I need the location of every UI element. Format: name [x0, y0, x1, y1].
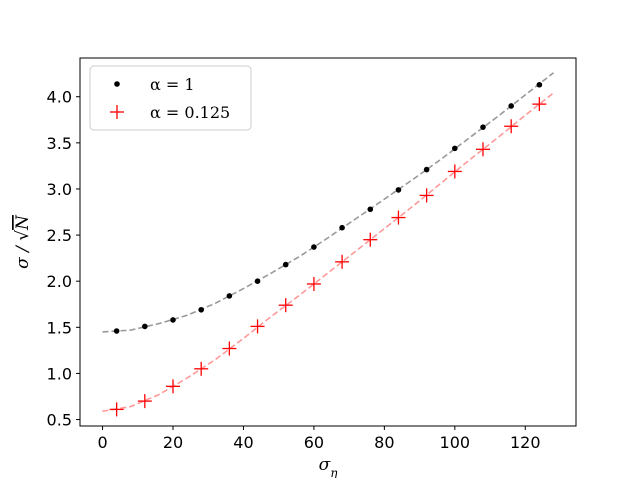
point-series-0 — [254, 278, 261, 284]
point-series-1 — [532, 97, 547, 112]
point-series-1 — [137, 394, 152, 409]
fit-curve-0 — [102, 72, 554, 333]
legend-label-alpha-0125: α = 0.125 — [150, 103, 230, 122]
point-series-1 — [222, 341, 237, 356]
point-series-1 — [504, 119, 519, 134]
y-tick-label: 1.0 — [47, 364, 72, 383]
x-tick-label: 40 — [233, 433, 253, 452]
point-series-0 — [282, 261, 289, 268]
y-tick-label: 4.0 — [47, 88, 72, 107]
y-tick-label: 3.5 — [47, 134, 72, 153]
point-series-0 — [142, 323, 148, 330]
point-series-0 — [452, 145, 458, 152]
point-series-1 — [306, 276, 321, 291]
y-tick-label: 1.5 — [47, 318, 72, 337]
legend-marker-alpha-0125 — [110, 105, 124, 119]
x-axis: 0 20 40 60 80 100 120 — [97, 426, 541, 452]
y-tick-label: 0.5 — [47, 411, 72, 430]
point-series-1 — [419, 188, 434, 203]
point-series-1 — [391, 210, 406, 225]
legend-marker-alpha-1 — [114, 81, 120, 87]
x-axis-label: ση — [319, 455, 339, 478]
x-tick-label: 0 — [97, 433, 107, 452]
point-series-0 — [113, 328, 120, 334]
point-series-1 — [194, 361, 209, 376]
point-series-1 — [250, 319, 265, 334]
fit-curve-1 — [102, 92, 554, 412]
x-tick-label: 80 — [374, 433, 394, 452]
point-series-1 — [335, 254, 350, 269]
point-series-0 — [536, 81, 543, 88]
y-tick-label: 2.0 — [47, 272, 72, 291]
legend-label-alpha-1: α = 1 — [150, 75, 195, 94]
point-series-0 — [508, 103, 514, 109]
point-series-1 — [447, 164, 462, 179]
y-tick-label: 3.0 — [47, 180, 72, 199]
point-series-0 — [480, 124, 486, 130]
point-series-0 — [367, 206, 374, 213]
x-tick-label: 20 — [163, 433, 183, 452]
x-tick-label: 100 — [440, 433, 471, 452]
point-series-1 — [109, 402, 124, 417]
y-axis: 0.5 1.0 1.5 2.0 2.5 3.0 3.5 4.0 — [47, 88, 80, 430]
point-series-1 — [476, 142, 490, 157]
point-series-1 — [363, 232, 378, 247]
point-series-0 — [170, 317, 176, 323]
point-series-0 — [423, 166, 430, 173]
plot-frame — [79, 57, 577, 427]
data-points — [109, 81, 547, 417]
y-tick-label: 2.5 — [47, 226, 72, 245]
legend: α = 1 α = 0.125 — [89, 65, 252, 131]
x-tick-label: 60 — [304, 433, 324, 452]
point-series-0 — [198, 306, 204, 313]
point-series-0 — [395, 187, 402, 193]
svg-text:σ / √N: σ / √N — [13, 214, 33, 269]
y-axis-label: σ / √N — [13, 214, 33, 269]
point-series-0 — [311, 244, 317, 250]
point-series-1 — [166, 379, 180, 394]
fit-curves — [102, 72, 554, 412]
point-series-1 — [278, 298, 293, 313]
point-series-0 — [226, 293, 233, 299]
point-series-0 — [339, 224, 345, 231]
x-tick-label: 120 — [510, 433, 541, 452]
